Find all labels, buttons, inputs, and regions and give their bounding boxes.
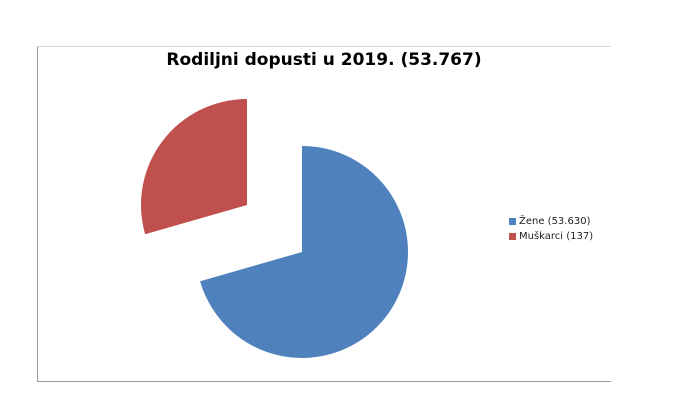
legend-item-muskarci: Muškarci (137) [509, 229, 593, 244]
legend-item-zene: Žene (53.630) [509, 214, 593, 229]
legend-swatch-muskarci [509, 233, 516, 240]
legend-label-zene: Žene (53.630) [519, 216, 591, 227]
chart-title: Rodiljni dopusti u 2019. (53.767) [166, 50, 482, 70]
chart-legend: Žene (53.630) Muškarci (137) [509, 214, 593, 244]
pie-slice-zene [200, 146, 409, 358]
pie-slice-muskarci [141, 99, 247, 235]
legend-label-muskarci: Muškarci (137) [519, 231, 594, 242]
legend-swatch-zene [509, 218, 516, 225]
